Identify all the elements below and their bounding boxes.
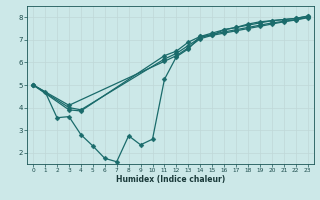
X-axis label: Humidex (Indice chaleur): Humidex (Indice chaleur) bbox=[116, 175, 225, 184]
